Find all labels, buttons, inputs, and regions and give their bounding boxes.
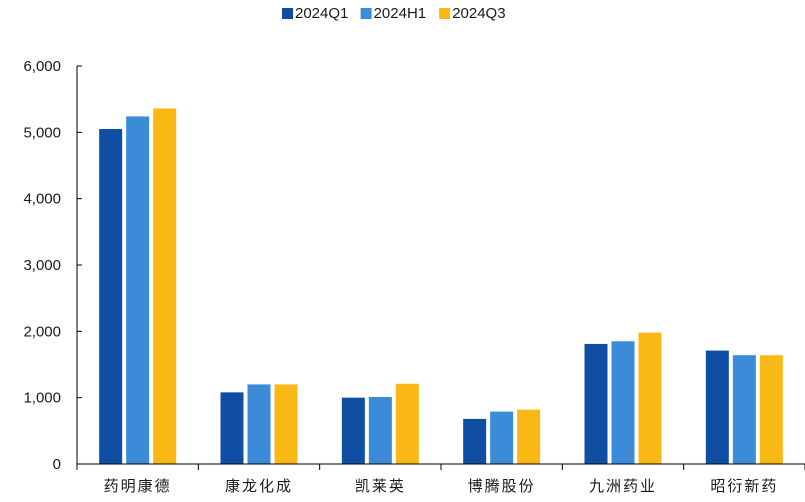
bar-2024h1-2	[247, 384, 271, 464]
legend-label-2024q3: 2024Q3	[452, 5, 505, 22]
y-tick-label: 0	[53, 456, 61, 473]
x-tick-label: 昭衍新药	[710, 477, 778, 495]
x-axis: 药明康德 康龙化成 凯莱英 博腾股份 九洲药业 昭衍新药	[76, 463, 805, 495]
bar-2024q1-6	[705, 350, 729, 464]
bar-2024q1-3	[341, 397, 365, 464]
y-tick-label: 2,000	[23, 323, 61, 340]
bar-2024h1-5	[611, 341, 635, 464]
bar-2024q3-4	[517, 409, 541, 464]
y-tick-label: 6,000	[23, 58, 61, 75]
x-tick-label: 药明康德	[104, 477, 172, 495]
x-tick-label: 康龙化成	[225, 477, 293, 495]
bar-2024h1-4	[490, 411, 514, 464]
legend-label-2024h1: 2024H1	[374, 5, 427, 22]
y-tick-label: 1,000	[23, 390, 61, 407]
bar-2024q1-5	[584, 343, 608, 464]
bar-2024q1-4	[463, 418, 487, 464]
bar-2024q3-3	[395, 383, 419, 464]
legend: 2024Q1 2024H1 2024Q3	[282, 5, 506, 22]
bar-2024q3-6	[759, 355, 783, 464]
y-axis: 0 1,000 2,000 3,000 4,000 5,000 6,000	[23, 58, 82, 473]
x-tick-label: 凯莱英	[355, 477, 406, 495]
bar-2024q3-1	[153, 108, 177, 464]
y-tick-label: 5,000	[23, 124, 61, 141]
bar-2024h1-3	[368, 397, 392, 464]
bars	[99, 108, 783, 464]
legend-swatch-2024h1	[360, 8, 372, 19]
bar-2024q3-5	[638, 332, 662, 464]
y-tick-label: 4,000	[23, 191, 61, 208]
x-tick-label: 博腾股份	[468, 477, 536, 495]
bar-2024h1-1	[126, 116, 150, 464]
bar-2024q1-2	[220, 392, 244, 464]
bar-2024h1-6	[732, 355, 756, 464]
bar-2024q1-1	[99, 129, 123, 464]
x-tick-label: 九洲药业	[589, 477, 657, 495]
legend-swatch-2024q1	[282, 8, 293, 19]
legend-swatch-2024q3	[439, 8, 451, 19]
legend-label-2024q1: 2024Q1	[295, 5, 348, 22]
y-tick-label: 3,000	[23, 257, 61, 274]
bar-2024q3-2	[274, 384, 298, 464]
